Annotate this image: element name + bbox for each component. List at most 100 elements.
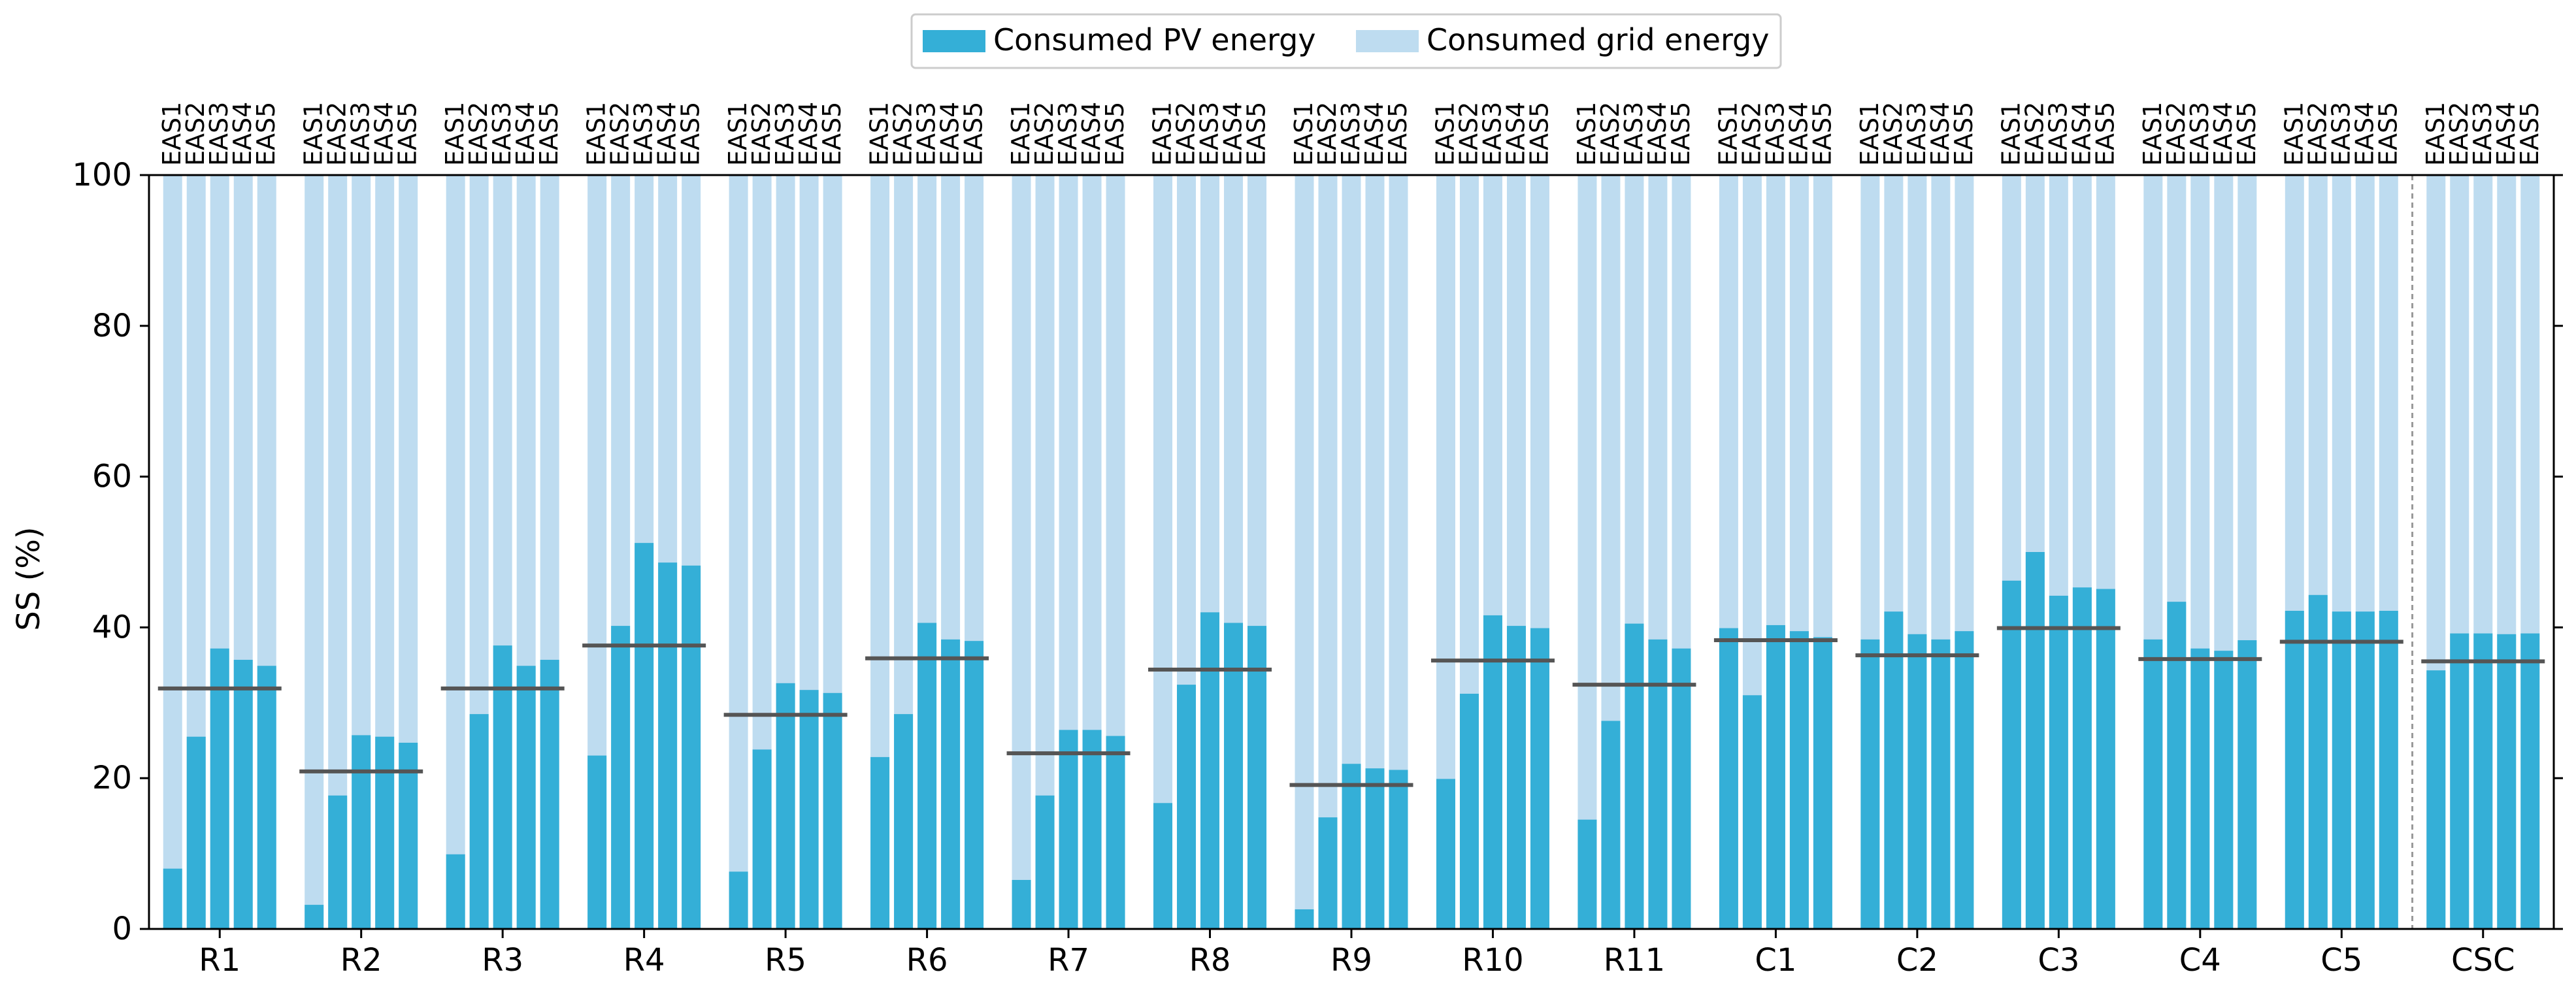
y-tick-label-20: 20 xyxy=(92,760,132,796)
pv-bar-c1-eas1 xyxy=(1719,628,1738,929)
grid-bar-r2-eas1 xyxy=(305,175,324,929)
bar-label-c2-eas5: EAS5 xyxy=(1949,102,1978,166)
pv-bar-r6-eas4 xyxy=(941,639,961,929)
x-tick-label-r7: R7 xyxy=(1048,942,1089,979)
pv-bar-c4-eas5 xyxy=(2237,640,2257,929)
bar-label-r2-eas1: EAS1 xyxy=(299,102,328,166)
bar-label-r3-eas4: EAS4 xyxy=(511,102,540,166)
bar-label-c4-eas4: EAS4 xyxy=(2209,102,2237,166)
bar-label-r9-eas4: EAS4 xyxy=(1360,102,1389,166)
bar-label-r6-eas3: EAS3 xyxy=(912,102,941,166)
pv-bar-c1-eas4 xyxy=(1789,631,1809,929)
bar-label-r11-eas2: EAS2 xyxy=(1596,102,1625,166)
bar-label-r9-eas2: EAS2 xyxy=(1313,102,1342,166)
bar-label-r3-eas1: EAS1 xyxy=(440,102,469,166)
pv-bar-r5-eas2 xyxy=(752,749,772,929)
x-tick-label-c4: C4 xyxy=(2179,942,2221,979)
pv-bar-csc-eas4 xyxy=(2497,634,2517,929)
grid-bar-r1-eas1 xyxy=(163,175,182,929)
bar-label-c1-eas2: EAS2 xyxy=(1737,102,1766,166)
y-tick-label-40: 40 xyxy=(92,609,132,645)
legend-frame xyxy=(910,13,1782,69)
pv-bar-r3-eas1 xyxy=(446,854,465,929)
bar-label-r8-eas5: EAS5 xyxy=(1242,102,1271,166)
bar-label-r6-eas5: EAS5 xyxy=(959,102,988,166)
y-tick-label-100: 100 xyxy=(72,157,132,193)
pv-bar-r1-eas3 xyxy=(210,648,229,929)
x-tick-label-c1: C1 xyxy=(1755,942,1796,979)
x-tick-label-r8: R8 xyxy=(1189,942,1231,979)
pv-bar-r8-eas5 xyxy=(1247,626,1267,929)
bar-label-r11-eas3: EAS3 xyxy=(1619,102,1648,166)
pv-bar-c4-eas4 xyxy=(2214,651,2234,929)
pv-bar-r1-eas1 xyxy=(163,868,182,929)
pv-bar-r11-eas5 xyxy=(1672,648,1691,929)
pv-bar-r2-eas2 xyxy=(328,795,348,929)
bar-label-r11-eas5: EAS5 xyxy=(1666,102,1695,166)
pv-bar-r8-eas2 xyxy=(1177,685,1197,929)
pv-bar-c1-eas3 xyxy=(1766,625,1785,929)
bar-label-r6-eas4: EAS4 xyxy=(936,102,965,166)
grid-bar-r5-eas1 xyxy=(729,175,748,929)
bar-label-r3-eas5: EAS5 xyxy=(535,102,563,166)
x-tick-label-r2: R2 xyxy=(340,942,382,979)
bar-label-r1-eas4: EAS4 xyxy=(228,102,257,166)
pv-bar-c5-eas4 xyxy=(2355,611,2375,929)
bar-label-r6-eas2: EAS2 xyxy=(889,102,917,166)
pv-bar-c2-eas1 xyxy=(1860,639,1880,929)
bar-label-c2-eas3: EAS3 xyxy=(1902,102,1931,166)
pv-bar-r7-eas2 xyxy=(1035,795,1055,929)
pv-bar-r9-eas1 xyxy=(1295,909,1314,929)
pv-bar-r4-eas1 xyxy=(587,755,607,929)
pv-bar-r6-eas2 xyxy=(894,714,914,929)
bar-label-r7-eas2: EAS2 xyxy=(1030,102,1059,166)
pv-bar-c3-eas2 xyxy=(2025,552,2045,929)
pv-bar-r8-eas4 xyxy=(1224,623,1244,929)
bar-label-c4-eas2: EAS2 xyxy=(2162,102,2190,166)
bar-label-r4-eas5: EAS5 xyxy=(676,102,705,166)
pv-bar-c4-eas2 xyxy=(2167,602,2187,929)
pv-bar-r3-eas3 xyxy=(493,645,512,929)
x-tick-label-r5: R5 xyxy=(765,942,806,979)
bar-label-r9-eas1: EAS1 xyxy=(1289,102,1318,166)
pv-bar-r10-eas5 xyxy=(1530,628,1549,929)
pv-bar-r5-eas3 xyxy=(776,683,795,929)
bar-label-r10-eas5: EAS5 xyxy=(1525,102,1553,166)
x-tick-label-r4: R4 xyxy=(623,942,665,979)
bar-label-c3-eas2: EAS2 xyxy=(2020,102,2049,166)
bar-label-c2-eas1: EAS1 xyxy=(1855,102,1884,166)
legend-swatch-pv xyxy=(923,30,985,52)
pv-bar-r2-eas3 xyxy=(352,735,371,929)
pv-bar-r1-eas2 xyxy=(186,736,206,929)
pv-bar-r11-eas1 xyxy=(1577,819,1597,929)
grid-bar-r9-eas2 xyxy=(1318,175,1338,929)
bar-label-r5-eas4: EAS4 xyxy=(794,102,823,166)
grid-bar-r7-eas1 xyxy=(1012,175,1031,929)
bar-label-c1-eas3: EAS3 xyxy=(1760,102,1789,166)
pv-bar-r3-eas5 xyxy=(540,660,559,929)
bar-label-c3-eas4: EAS4 xyxy=(2067,102,2096,166)
pv-bar-r10-eas2 xyxy=(1459,693,1479,929)
pv-bar-r7-eas1 xyxy=(1012,879,1031,929)
bar-label-r7-eas3: EAS3 xyxy=(1053,102,1082,166)
bar-label-c1-eas5: EAS5 xyxy=(1808,102,1836,166)
pv-bar-c3-eas1 xyxy=(2002,580,2021,929)
bar-label-r7-eas4: EAS4 xyxy=(1077,102,1106,166)
bar-label-r8-eas4: EAS4 xyxy=(1219,102,1247,166)
bar-label-r8-eas3: EAS3 xyxy=(1195,102,1224,166)
pv-bar-r9-eas3 xyxy=(1342,764,1361,929)
pv-bar-c5-eas2 xyxy=(2308,594,2328,929)
bar-label-r3-eas2: EAS2 xyxy=(464,102,493,166)
pv-bar-r4-eas5 xyxy=(682,565,701,929)
pv-bar-c2-eas4 xyxy=(1931,639,1951,929)
pv-bar-csc-eas1 xyxy=(2426,670,2446,929)
plot-area: EAS1EAS2EAS3EAS4EAS5R1EAS1EAS2EAS3EAS4EA… xyxy=(72,102,2563,979)
pv-bar-c3-eas4 xyxy=(2072,587,2092,929)
bar-label-c5-eas2: EAS2 xyxy=(2303,102,2332,166)
